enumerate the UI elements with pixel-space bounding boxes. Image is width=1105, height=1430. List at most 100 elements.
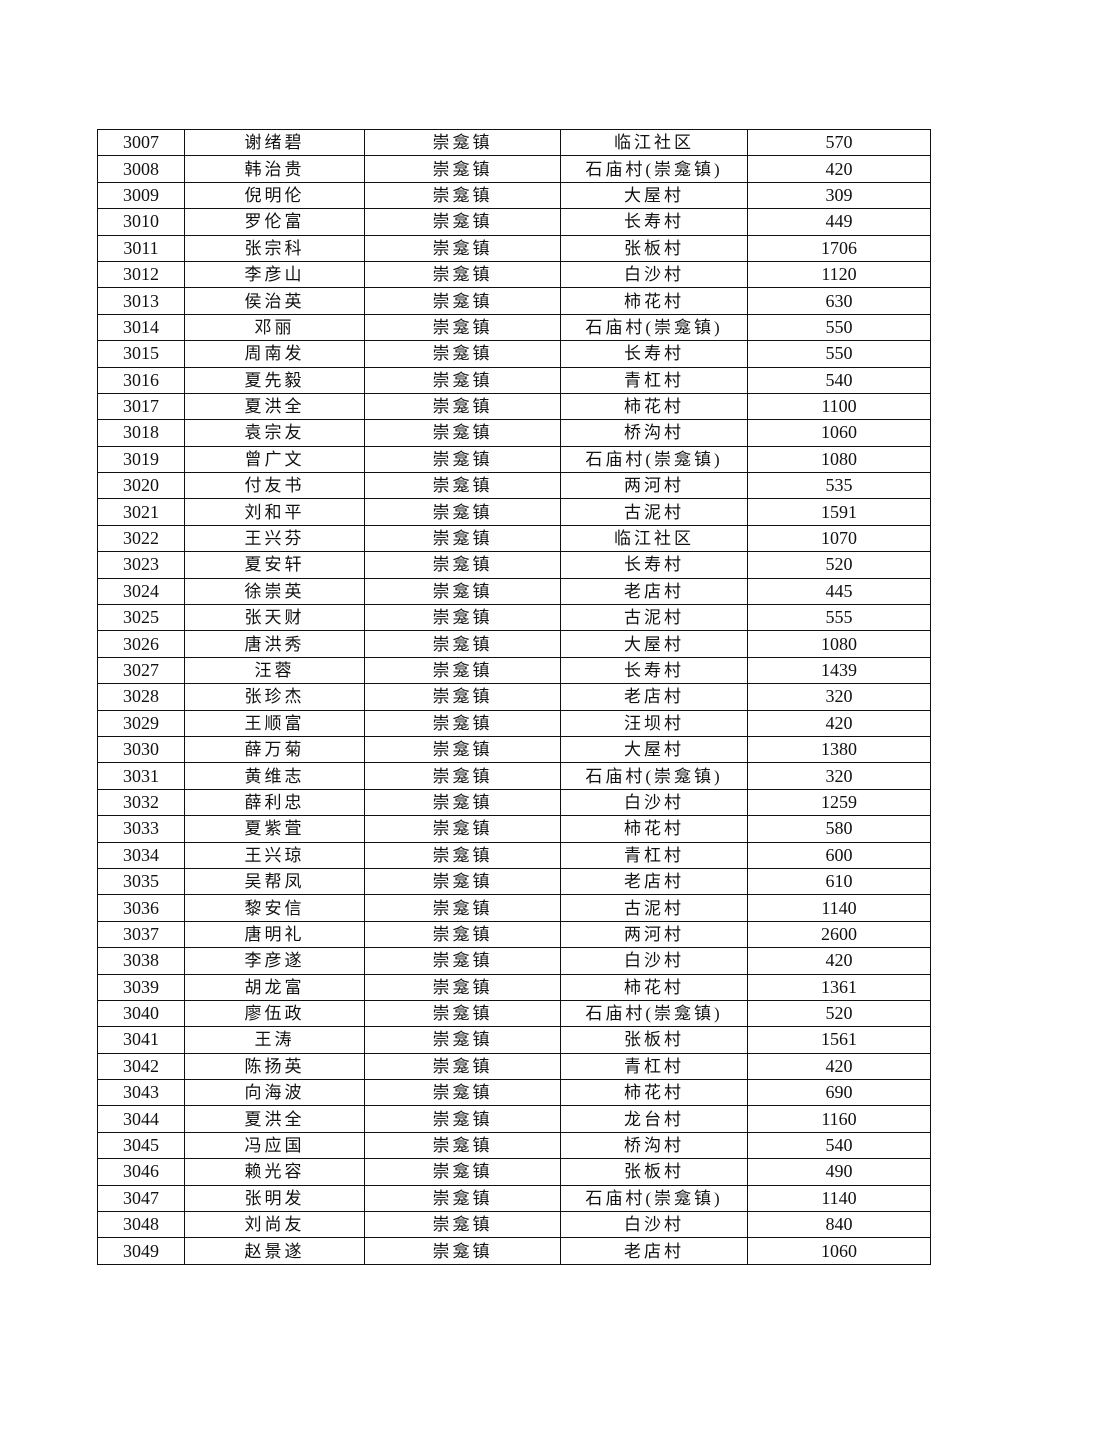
records-table-body: 3007 谢绪碧 崇龛镇 临江社区 570 3008 韩治贵 崇龛镇 石庙村(崇龛镇) 420 30…	[97, 128, 931, 1265]
amount-cell: 550	[747, 340, 931, 368]
table-row: 3028 张珍杰 崇龛镇 老店村 320	[97, 683, 931, 711]
table-row: 3020 付友书 崇龛镇 两河村 535	[97, 472, 931, 500]
amount-cell: 1160	[747, 1105, 931, 1133]
serial-number-cell: 3038	[97, 947, 185, 975]
town-cell: 崇龛镇	[364, 1211, 561, 1239]
village-cell: 龙台村	[560, 1105, 748, 1133]
town-cell: 崇龛镇	[364, 1052, 561, 1081]
amount-cell: 690	[747, 1079, 931, 1107]
village-cell: 大屋村	[560, 630, 748, 658]
serial-number-cell: 3011	[97, 234, 185, 262]
amount-cell: 1060	[747, 419, 931, 447]
table-row: 3030 薛万菊 崇龛镇 大屋村 1380	[97, 735, 931, 764]
amount-cell: 1070	[747, 524, 931, 553]
town-cell: 崇龛镇	[364, 155, 561, 183]
town-cell: 崇龛镇	[364, 947, 561, 975]
name-cell: 黄维志	[184, 762, 365, 790]
name-cell: 胡龙富	[184, 973, 365, 1001]
town-cell: 崇龛镇	[364, 234, 561, 262]
table-row: 3031 黄维志 崇龛镇 石庙村(崇龛镇) 320	[97, 762, 931, 790]
amount-cell: 1140	[747, 894, 931, 922]
name-cell: 刘尚友	[184, 1211, 365, 1239]
table-row: 3045 冯应国 崇龛镇 桥沟村 540	[97, 1131, 931, 1160]
village-cell: 老店村	[560, 1237, 748, 1265]
village-cell: 青杠村	[560, 841, 748, 869]
name-cell: 韩治贵	[184, 155, 365, 183]
name-cell: 刘和平	[184, 498, 365, 526]
village-cell: 长寿村	[560, 551, 748, 579]
serial-number-cell: 3027	[97, 656, 185, 685]
village-cell: 长寿村	[560, 208, 748, 236]
serial-number-cell: 3045	[97, 1131, 185, 1160]
table-row: 3039 胡龙富 崇龛镇 柿花村 1361	[97, 973, 931, 1001]
town-cell: 崇龛镇	[364, 551, 561, 579]
table-row: 3017 夏洪全 崇龛镇 柿花村 1100	[97, 392, 931, 421]
village-cell: 两河村	[560, 920, 748, 949]
village-cell: 青杠村	[560, 366, 748, 394]
name-cell: 张天财	[184, 604, 365, 632]
table-row: 3048 刘尚友 崇龛镇 白沙村 840	[97, 1211, 931, 1239]
amount-cell: 1380	[747, 735, 931, 764]
town-cell: 崇龛镇	[364, 683, 561, 711]
name-cell: 付友书	[184, 472, 365, 500]
village-cell: 大屋村	[560, 181, 748, 210]
village-cell: 白沙村	[560, 947, 748, 975]
amount-cell: 520	[747, 999, 931, 1028]
table-row: 3033 夏紫萓 崇龛镇 柿花村 580	[97, 815, 931, 843]
table-row: 3009 倪明伦 崇龛镇 大屋村 309	[97, 181, 931, 210]
name-cell: 夏紫萓	[184, 815, 365, 843]
town-cell: 崇龛镇	[364, 366, 561, 394]
amount-cell: 320	[747, 762, 931, 790]
town-cell: 崇龛镇	[364, 419, 561, 447]
table-row: 3041 王涛 崇龛镇 张板村 1561	[97, 1026, 931, 1054]
amount-cell: 1080	[747, 445, 931, 474]
name-cell: 夏安轩	[184, 551, 365, 579]
name-cell: 王兴芬	[184, 524, 365, 553]
table-row: 3043 向海波 崇龛镇 柿花村 690	[97, 1079, 931, 1107]
table-row: 3019 曾广文 崇龛镇 石庙村(崇龛镇) 1080	[97, 445, 931, 474]
amount-cell: 320	[747, 683, 931, 711]
town-cell: 崇龛镇	[364, 524, 561, 553]
name-cell: 廖伍政	[184, 999, 365, 1028]
table-row: 3026 唐洪秀 崇龛镇 大屋村 1080	[97, 630, 931, 658]
village-cell: 张板村	[560, 1158, 748, 1186]
serial-number-cell: 3025	[97, 604, 185, 632]
town-cell: 崇龛镇	[364, 1026, 561, 1054]
village-cell: 临江社区	[560, 128, 748, 157]
village-cell: 石庙村(崇龛镇)	[560, 1184, 748, 1213]
amount-cell: 600	[747, 841, 931, 869]
table-row: 3016 夏先毅 崇龛镇 青杠村 540	[97, 366, 931, 394]
serial-number-cell: 3008	[97, 155, 185, 183]
table-row: 3024 徐崇英 崇龛镇 老店村 445	[97, 577, 931, 606]
name-cell: 张宗科	[184, 234, 365, 262]
town-cell: 崇龛镇	[364, 313, 561, 342]
name-cell: 向海波	[184, 1079, 365, 1107]
amount-cell: 1100	[747, 392, 931, 421]
serial-number-cell: 3022	[97, 524, 185, 553]
town-cell: 崇龛镇	[364, 260, 561, 289]
village-cell: 汪坝村	[560, 709, 748, 737]
table-row: 3007 谢绪碧 崇龛镇 临江社区 570	[97, 128, 931, 157]
table-row: 3029 王顺富 崇龛镇 汪坝村 420	[97, 709, 931, 737]
name-cell: 唐明礼	[184, 920, 365, 949]
village-cell: 柿花村	[560, 973, 748, 1001]
serial-number-cell: 3014	[97, 313, 185, 342]
name-cell: 陈扬英	[184, 1052, 365, 1081]
town-cell: 崇龛镇	[364, 867, 561, 896]
village-cell: 青杠村	[560, 1052, 748, 1081]
amount-cell: 550	[747, 313, 931, 342]
amount-cell: 535	[747, 472, 931, 500]
table-row: 3046 赖光容 崇龛镇 张板村 490	[97, 1158, 931, 1186]
serial-number-cell: 3007	[97, 128, 185, 157]
table-row: 3008 韩治贵 崇龛镇 石庙村(崇龛镇) 420	[97, 155, 931, 183]
town-cell: 崇龛镇	[364, 973, 561, 1001]
amount-cell: 630	[747, 287, 931, 315]
serial-number-cell: 3019	[97, 445, 185, 474]
village-cell: 柿花村	[560, 1079, 748, 1107]
name-cell: 王兴琼	[184, 841, 365, 869]
name-cell: 唐洪秀	[184, 630, 365, 658]
amount-cell: 610	[747, 867, 931, 896]
town-cell: 崇龛镇	[364, 656, 561, 685]
serial-number-cell: 3009	[97, 181, 185, 210]
village-cell: 长寿村	[560, 656, 748, 685]
